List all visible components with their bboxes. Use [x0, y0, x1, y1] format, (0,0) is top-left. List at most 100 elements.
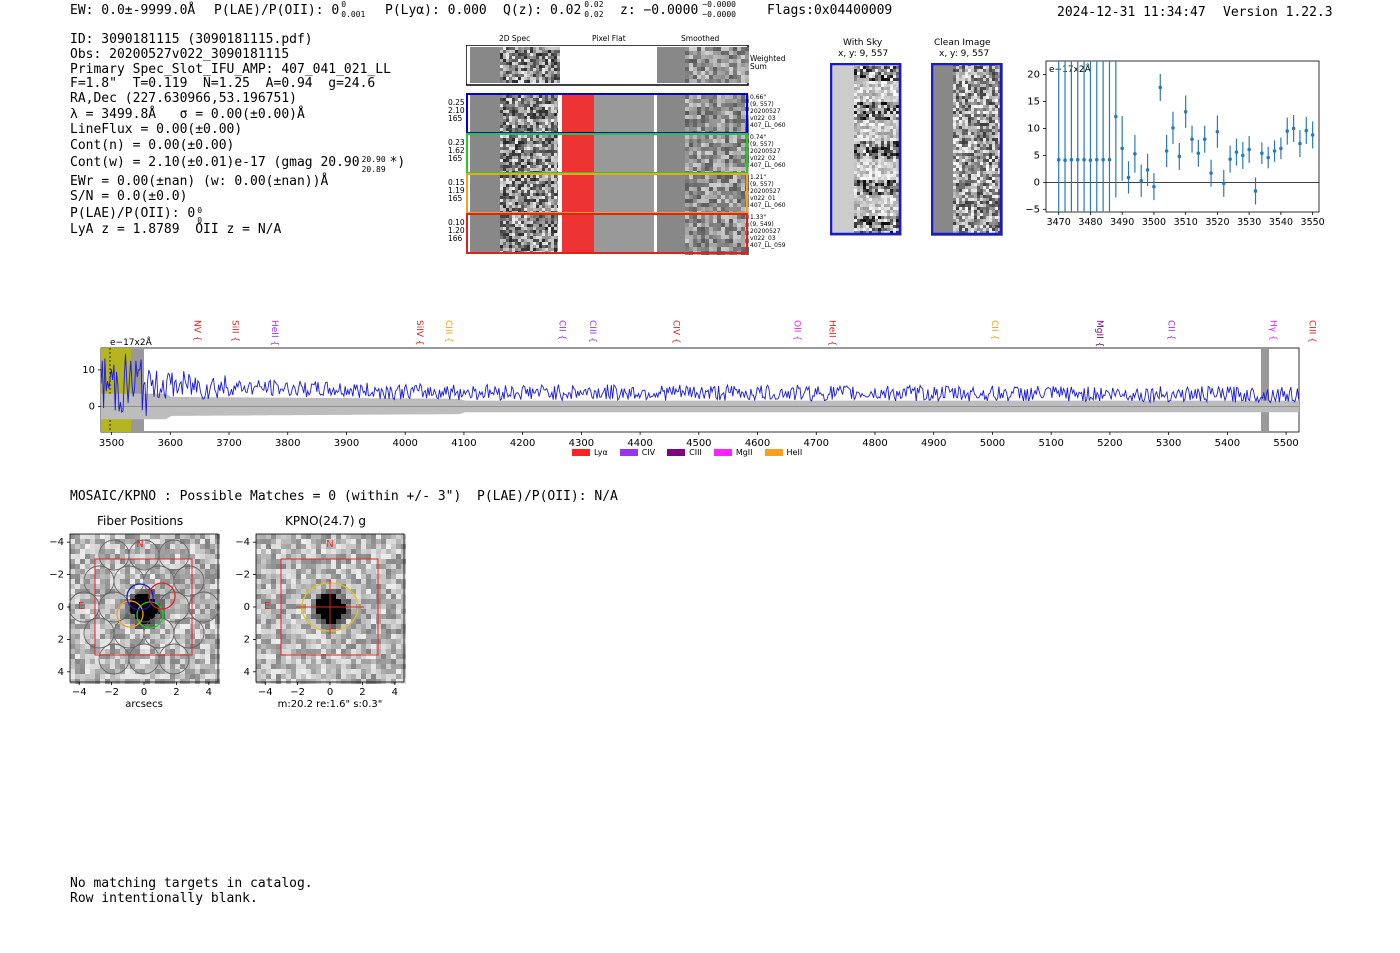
mosaic-xtick: 4 [392, 687, 398, 698]
zoom-data-point [1101, 157, 1105, 162]
legend-swatch [572, 449, 590, 456]
zoom-xtick: 3520 [1205, 217, 1229, 228]
kpno-east-label: E [264, 601, 270, 612]
mosaic-ytick: 0 [58, 602, 64, 613]
mosaic-xtick: −2 [290, 687, 305, 698]
mosaic-ytick: −2 [50, 570, 64, 581]
zoom-ytick: 10 [1027, 123, 1040, 134]
fiber-circle [173, 617, 205, 649]
legend-item: Lyα [572, 448, 608, 457]
mosaic-ytick: −4 [236, 537, 250, 548]
zoom-data-point [1139, 178, 1144, 183]
legend-label: CIII [689, 448, 702, 457]
spectrum-xtick: 5100 [1038, 438, 1063, 449]
spectrum-unit-label: e−17x2Å [110, 336, 153, 348]
zoom-data-point [1285, 129, 1290, 133]
fiber-circle [188, 591, 220, 623]
zoom-plot-frame [1045, 60, 1320, 213]
info-lya: LyA z = 1.8789 OII z = N/A [70, 222, 282, 237]
fiber-east-label: E [78, 601, 84, 612]
zoom-data-point [1152, 184, 1156, 189]
footer-line-2: Row intentionally blank. [70, 891, 258, 906]
spectrum-xtick: 4600 [745, 438, 770, 449]
zoom-data-point [1241, 153, 1245, 158]
spectrum-xtick: 4100 [451, 438, 476, 449]
legend-swatch [667, 449, 686, 456]
spectrum-xtick: 5400 [1215, 438, 1240, 449]
zoom-data-point [1253, 189, 1258, 193]
header-version: Version 1.22.3 [1223, 5, 1333, 20]
mosaic-xtick: −2 [104, 687, 119, 698]
info-radec: RA,Dec (227.630966,53.196751) [70, 91, 297, 106]
fiber-circle [158, 539, 190, 571]
cutout-row [466, 213, 749, 255]
mosaic-ytick: −4 [50, 537, 64, 548]
mosaic-ytick: 4 [244, 667, 250, 678]
header-qz: Q(z): 0.02 0.02 0.02 [503, 0, 604, 19]
mosaic-xtick: 4 [206, 687, 212, 698]
emission-line-label: NV { [191, 320, 202, 342]
fiber-positions-title: Fiber Positions [97, 514, 184, 528]
spectrum-xtick: 4900 [921, 438, 946, 449]
highlighted-fiber [148, 582, 176, 610]
spectrum-xtick: 4300 [569, 438, 594, 449]
spectrum-ytick: 10 [82, 365, 95, 376]
mosaic-ytick: 2 [58, 634, 64, 645]
legend-swatch [713, 449, 732, 456]
legend-item: MgII [713, 448, 753, 457]
clean-image-xy: x, y: 9, 557 [939, 49, 990, 59]
zoom-data-point [1272, 149, 1277, 153]
cutout-row-left-label: 0.25 2.10 165 [448, 98, 465, 123]
zoom-data-point [1177, 154, 1182, 159]
cutout-row-left-label: 0.15 1.19 165 [448, 178, 465, 203]
zoom-data-point [1228, 157, 1232, 161]
zoom-ytick: 0 [1034, 177, 1040, 188]
spectrum-xtick: 5300 [1156, 438, 1181, 449]
mosaic-title: MOSAIC/KPNO : Possible Matches = 0 (with… [70, 489, 618, 504]
cutout-row-left-label: 0.23 1.62 165 [448, 138, 465, 163]
spectrum-plot-frame [100, 347, 1300, 433]
mosaic-ytick: 4 [58, 667, 64, 678]
info-primary: Primary Spec_Slot_IFU_AMP: 407_041_021_L… [70, 62, 391, 77]
emission-line-label: MgII { [1093, 320, 1104, 348]
fiber-circle [173, 565, 205, 597]
zoom-data-point [1310, 133, 1315, 137]
mosaic-xtick: 2 [173, 687, 179, 698]
zoom-data-point [1075, 157, 1080, 162]
zoom-ytick: 5 [1034, 150, 1040, 161]
spectrum-xtick: 4800 [862, 438, 887, 449]
emission-line-label: CII { [1165, 320, 1176, 341]
emission-line-label: HeII { [268, 320, 279, 347]
zoom-data-point [1145, 168, 1150, 172]
emission-line-label: Hγ { [1267, 320, 1278, 341]
col-pixel-flat: Pixel Flat [592, 34, 626, 43]
emission-line-label: CIII { [587, 320, 598, 343]
spectrum-xtick: 4400 [627, 438, 652, 449]
header-ew: EW: 0.0±-9999.0Å [70, 3, 196, 18]
zoom-data-point [1171, 126, 1175, 130]
emission-line-label: CIV { [670, 320, 681, 344]
legend-swatch [619, 449, 638, 456]
zoom-data-point [1082, 157, 1086, 162]
zoom-data-point [1120, 146, 1124, 151]
header-timestamp: 2024-12-31 11:34:47 [1057, 5, 1206, 20]
mosaic-xtick: −4 [258, 687, 273, 698]
zoom-unit-label: e−17x2Å [1049, 63, 1092, 75]
mosaic-xtick: 0 [327, 687, 333, 698]
zoom-data-point [1215, 129, 1220, 134]
zoom-xtick: 3540 [1269, 217, 1293, 228]
zoom-data-point [1133, 151, 1137, 156]
emission-line-label: OII { [791, 320, 802, 341]
emission-line-label: HeII { [826, 320, 837, 347]
legend-label: HeII [786, 448, 803, 457]
header-plya: P(Lyα): 0.000 [385, 3, 487, 18]
header-plae: P(LAE)/P(OII): 0 0 0.001 [214, 0, 366, 19]
highlighted-fiber [116, 600, 144, 628]
zoom-ytick: −5 [1025, 204, 1040, 215]
zoom-data-point [1209, 171, 1213, 175]
spectrum-flux-line [100, 353, 1300, 417]
spectrum-shaded-band-right [1261, 348, 1269, 432]
mosaic-xtick: −4 [72, 687, 87, 698]
col-smoothed: Smoothed [681, 34, 720, 43]
spectrum-ytick: 0 [89, 401, 95, 412]
